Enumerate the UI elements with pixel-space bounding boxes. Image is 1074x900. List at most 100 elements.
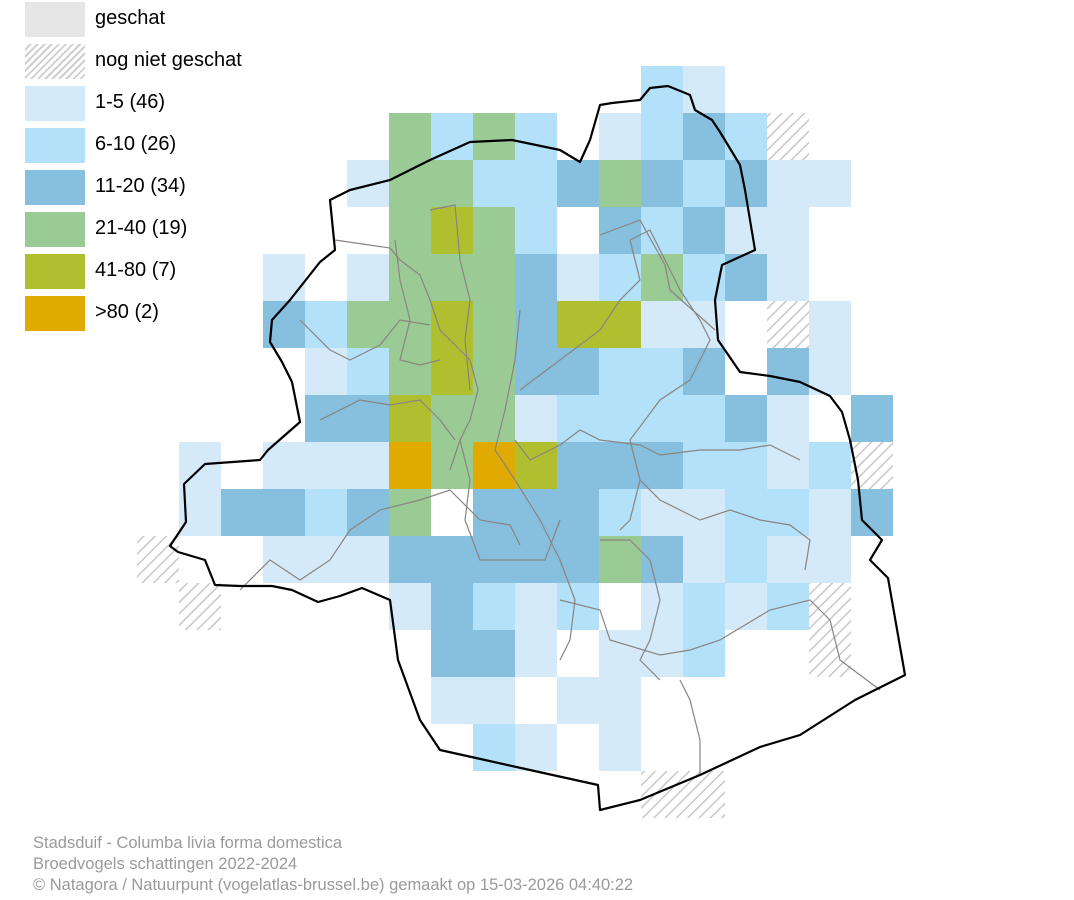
grid-cell-class-5: [599, 301, 641, 348]
grid-cell-class-1: [473, 677, 515, 724]
grid-cell-class-3: [557, 536, 599, 583]
grid-cell-class-3: [683, 207, 725, 254]
grid-cell-class-3: [851, 395, 893, 442]
grid-cell-class-1: [725, 583, 767, 630]
grid-cell-class-1: [389, 583, 431, 630]
grid-cell-class-1: [683, 66, 725, 113]
grid-cell-class-2: [641, 113, 683, 160]
grid-cell-class-2: [599, 254, 641, 301]
legend-swatch-hatched: [25, 44, 85, 79]
grid-cell-class-6: [389, 442, 431, 489]
grid-cell-class-1: [683, 489, 725, 536]
grid-cell-class-1: [599, 630, 641, 677]
legend-label: nog niet geschat: [95, 49, 242, 71]
grid-cell-not-estimated: [767, 301, 809, 348]
legend-label: geschat: [95, 7, 166, 29]
grid-cell-class-4: [641, 254, 683, 301]
legend-item-nog-niet-geschat: nog niet geschat: [25, 44, 325, 79]
grid-cell-class-4: [473, 207, 515, 254]
grid-cell-class-1: [767, 207, 809, 254]
grid-cell-class-1: [809, 301, 851, 348]
grid-cell-class-2: [473, 583, 515, 630]
legend-item-class-5: 41-80 (7): [25, 254, 325, 289]
grid-cell-class-3: [725, 395, 767, 442]
grid-cell-class-4: [389, 160, 431, 207]
legend-swatch: [25, 128, 85, 163]
grid-cell-class-4: [473, 348, 515, 395]
grid-cell-class-2: [515, 113, 557, 160]
grid-cell-class-1: [809, 348, 851, 395]
grid-cell-class-1: [305, 348, 347, 395]
grid-cell-class-2: [725, 536, 767, 583]
grid-cell-class-1: [641, 630, 683, 677]
grid-cell-class-3: [683, 348, 725, 395]
grid-cell-class-4: [599, 536, 641, 583]
grid-cell-class-1: [725, 207, 767, 254]
grid-cell-class-1: [809, 536, 851, 583]
grid-cell-class-3: [431, 583, 473, 630]
grid-cell-class-4: [431, 254, 473, 301]
grid-cell-class-1: [767, 395, 809, 442]
grid-cell-class-2: [641, 348, 683, 395]
species-name: Stadsduif - Columba livia forma domestic…: [33, 834, 343, 852]
grid-cell-class-2: [767, 583, 809, 630]
grid-cell-not-estimated: [809, 583, 851, 630]
grid-cell-class-4: [389, 489, 431, 536]
grid-cell-class-3: [725, 254, 767, 301]
grid-cell-class-2: [305, 489, 347, 536]
grid-cell-class-2: [599, 395, 641, 442]
grid-cell-class-3: [641, 442, 683, 489]
grid-cell-class-1: [767, 254, 809, 301]
legend-label: 11-20 (34): [95, 175, 186, 197]
grid-cell-class-2: [305, 301, 347, 348]
grid-cell-class-3: [641, 536, 683, 583]
grid-cell-class-3: [431, 536, 473, 583]
grid-cell-not-estimated: [767, 113, 809, 160]
grid-cell-class-4: [473, 301, 515, 348]
grid-cell-class-3: [473, 630, 515, 677]
grid-cell-class-5: [431, 207, 473, 254]
grid-cell-class-3: [305, 395, 347, 442]
grid-cell-class-1: [683, 536, 725, 583]
grid-cell-class-2: [557, 583, 599, 630]
grid-cell-class-3: [389, 536, 431, 583]
grid-cell-class-4: [389, 254, 431, 301]
grid-cell-class-1: [515, 630, 557, 677]
legend-label: 21-40 (19): [95, 217, 188, 239]
grid-cell-class-3: [431, 630, 473, 677]
grid-cell-class-4: [473, 113, 515, 160]
grid-cell-class-1: [599, 724, 641, 771]
grid-cell-class-2: [557, 395, 599, 442]
grid-cell-class-1: [431, 677, 473, 724]
grid-cell-class-2: [473, 160, 515, 207]
grid-cell-class-4: [599, 160, 641, 207]
legend-swatch: [25, 212, 85, 247]
grid-cell-class-1: [515, 724, 557, 771]
grid-cell-class-2: [683, 583, 725, 630]
legend-item-class-6: >80 (2): [25, 296, 325, 331]
grid-cell-class-3: [515, 348, 557, 395]
grid-cell-class-4: [473, 254, 515, 301]
grid-cell-class-2: [683, 630, 725, 677]
grid-cell-class-1: [515, 395, 557, 442]
grid-cell-class-3: [851, 489, 893, 536]
grid-cell-class-2: [767, 489, 809, 536]
grid-cell-class-3: [221, 489, 263, 536]
grid-cell-class-3: [473, 489, 515, 536]
grid-cell-class-2: [347, 348, 389, 395]
grid-cell-class-2: [515, 160, 557, 207]
grid-cell-class-3: [263, 489, 305, 536]
grid-cell-class-4: [389, 348, 431, 395]
grid-cell-class-1: [599, 677, 641, 724]
map-footer: Stadsduif - Columba livia forma domestic…: [33, 833, 633, 896]
grid-cell-class-4: [347, 301, 389, 348]
grid-cell-class-1: [767, 536, 809, 583]
credit-line: © Natagora / Natuurpunt (vogelatlas-brus…: [33, 876, 634, 894]
legend-item-class-2: 6-10 (26): [25, 128, 325, 163]
grid-cell-class-3: [347, 395, 389, 442]
grid-cell-class-4: [473, 395, 515, 442]
grid-cell-not-estimated: [179, 583, 221, 630]
legend-swatch: [25, 254, 85, 289]
grid-cell-class-3: [515, 254, 557, 301]
